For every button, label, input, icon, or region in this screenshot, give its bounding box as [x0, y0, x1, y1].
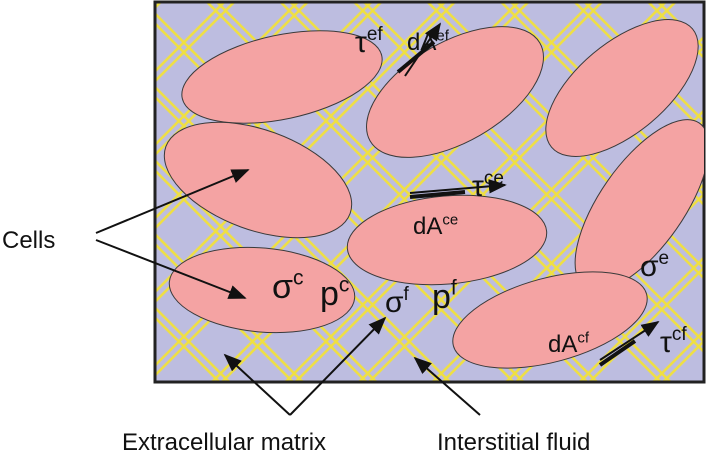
symbol-base: σ — [385, 286, 404, 319]
symbol-base: σ — [640, 250, 659, 283]
label-cells: Cells — [2, 227, 55, 254]
symbol-superscript: f — [451, 276, 457, 299]
symbol-base: τ — [660, 326, 672, 359]
symbol-superscript: ef — [367, 24, 384, 45]
label-fluid: Interstitial fluid — [437, 429, 590, 456]
symbol-superscript: c — [293, 266, 304, 289]
symbol-superscript: cf — [577, 329, 590, 346]
symbol-base: dA — [413, 213, 442, 240]
symbol-superscript: cf — [672, 324, 688, 345]
symbol-base: σ — [272, 268, 293, 306]
symbol-base: dA — [407, 29, 436, 56]
symbol-superscript: c — [339, 273, 350, 296]
symbol-base: τ — [355, 26, 367, 59]
symbol-base: p — [320, 275, 339, 313]
symbol-superscript: ce — [484, 168, 504, 189]
symbol-base: dA — [548, 331, 577, 358]
label-ecm: Extracellular matrix — [122, 429, 326, 456]
symbol-superscript: ef — [436, 27, 449, 44]
symbol-superscript: ce — [442, 211, 458, 228]
diagram: Cells Extracellular matrix Interstitial … — [0, 0, 706, 459]
symbol-superscript: f — [404, 284, 410, 305]
symbol-base: p — [432, 278, 451, 316]
symbol-base: τ — [472, 170, 484, 203]
symbol-superscript: e — [659, 248, 670, 269]
